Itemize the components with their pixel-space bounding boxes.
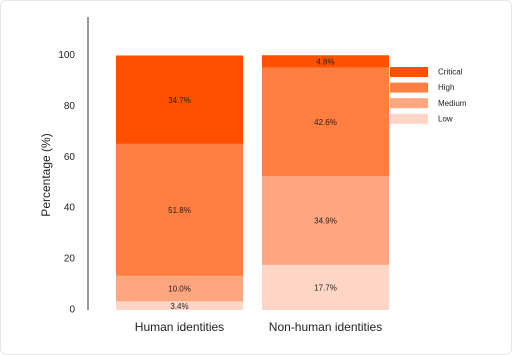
y-tick-label: 100 [58,50,75,61]
y-axis-title: Percentage (%) [39,133,53,216]
value-label: 34.7% [168,96,191,105]
bar-segment [262,264,389,310]
legend-label: Critical [438,68,463,77]
legend-swatch [390,98,428,109]
legend-label: Low [438,114,453,123]
x-tick-label: Non-human identities [269,320,382,334]
bar-segment [262,55,389,68]
x-tick-label: Human identities [135,320,224,334]
y-tick-label: 60 [64,152,76,163]
legend-label: High [438,83,454,92]
bar-segment [262,67,389,176]
y-tick-label: 0 [69,305,75,316]
y-tick-label: 20 [64,254,76,265]
value-label: 34.9% [314,217,337,226]
legend-swatch [390,82,428,93]
bar-segment [116,275,243,302]
value-label: 3.4% [170,302,188,311]
value-label: 42.6% [314,118,337,127]
value-label: 10.0% [168,285,191,294]
value-label: 17.7% [314,284,337,293]
legend-swatch [390,113,428,124]
bar-segment [116,301,243,310]
y-tick-label: 80 [64,101,76,112]
value-label: 51.8% [168,206,191,215]
bar-segment [116,143,243,276]
value-label: 4.8% [316,57,334,66]
legend-label: Medium [438,99,467,108]
bar-segment [262,175,389,265]
y-tick-label: 40 [64,203,76,214]
bar-segment [116,55,243,144]
legend-swatch [390,67,428,77]
